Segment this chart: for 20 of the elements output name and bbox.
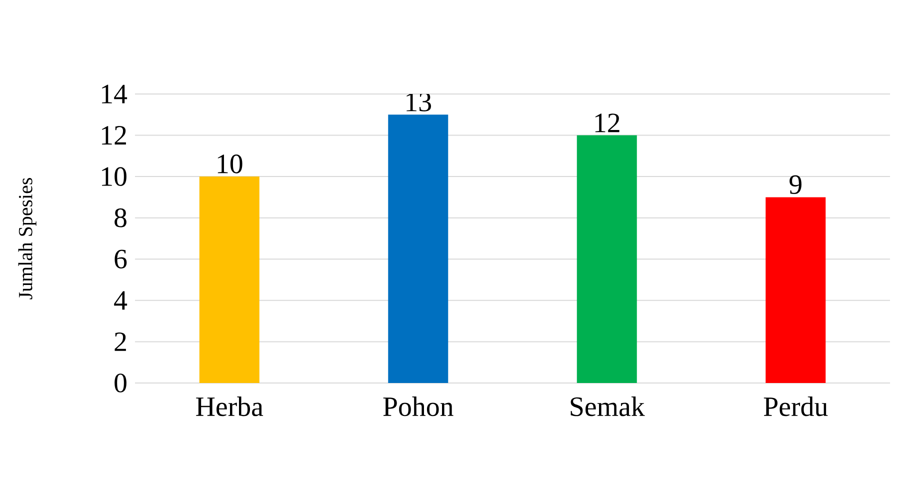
x-tick-label: Pohon	[383, 396, 454, 416]
y-tick-label: 4	[114, 291, 128, 310]
y-tick-label: 14	[102, 84, 128, 104]
bar	[199, 176, 260, 383]
bar	[576, 135, 637, 383]
data-label: 10	[218, 154, 242, 174]
y-tick-label: 6	[114, 250, 127, 268]
y-tick-label: 10	[102, 167, 126, 186]
y-tick-label: 12	[102, 126, 126, 145]
x-tick-label: Herba	[196, 396, 264, 416]
data-label: 12	[595, 114, 620, 132]
data-label: 9	[790, 175, 802, 194]
x-tick-label: Semak	[570, 396, 645, 416]
y-tick-label: 0	[114, 374, 126, 392]
y-tick-label: 2	[114, 332, 126, 351]
y-axis-title: Jumlah Spesies	[18, 178, 36, 300]
bar	[766, 197, 826, 383]
x-tick-label: Perdu	[764, 396, 828, 416]
bar	[388, 114, 448, 383]
y-tick-label: 8	[114, 208, 126, 228]
